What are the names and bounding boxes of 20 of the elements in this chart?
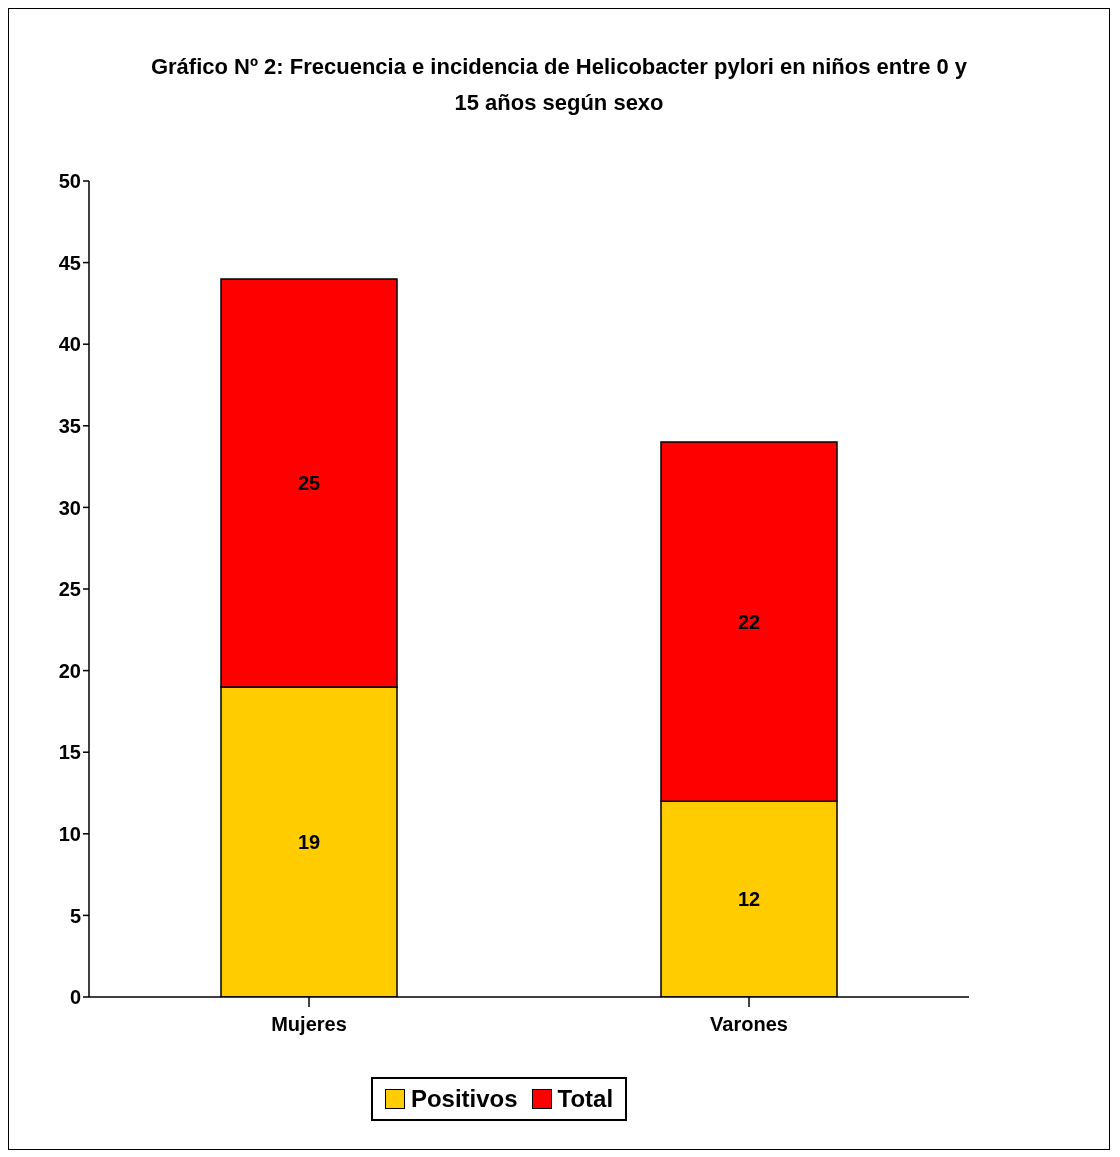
x-tick-label: Mujeres bbox=[271, 1013, 347, 1036]
data-label: 19 bbox=[297, 831, 321, 854]
legend-label: Total bbox=[556, 1085, 614, 1113]
y-tick-label: 25 bbox=[58, 578, 81, 601]
y-tick-label: 50 bbox=[58, 170, 81, 193]
y-tick-label: 20 bbox=[58, 659, 81, 682]
y-tick-label: 40 bbox=[58, 333, 81, 356]
y-tick-label: 35 bbox=[58, 414, 81, 437]
data-label: 12 bbox=[737, 888, 761, 911]
x-tick-label: Varones bbox=[710, 1013, 788, 1036]
y-tick-label: 30 bbox=[58, 496, 81, 519]
y-tick-label: 5 bbox=[69, 904, 81, 927]
legend-label: Positivos bbox=[409, 1085, 518, 1113]
data-label: 25 bbox=[297, 472, 321, 495]
y-tick-label: 15 bbox=[58, 741, 81, 764]
y-tick-label: 10 bbox=[58, 822, 81, 845]
y-tick-label: 45 bbox=[58, 251, 81, 274]
data-label: 22 bbox=[737, 610, 761, 633]
chart-title: Gráfico Nº 2: Frecuencia e incidencia de Helicobacter pylori en niños entre 0 y 15 años según sexo bbox=[149, 53, 969, 117]
y-tick-label: 0 bbox=[69, 986, 81, 1009]
